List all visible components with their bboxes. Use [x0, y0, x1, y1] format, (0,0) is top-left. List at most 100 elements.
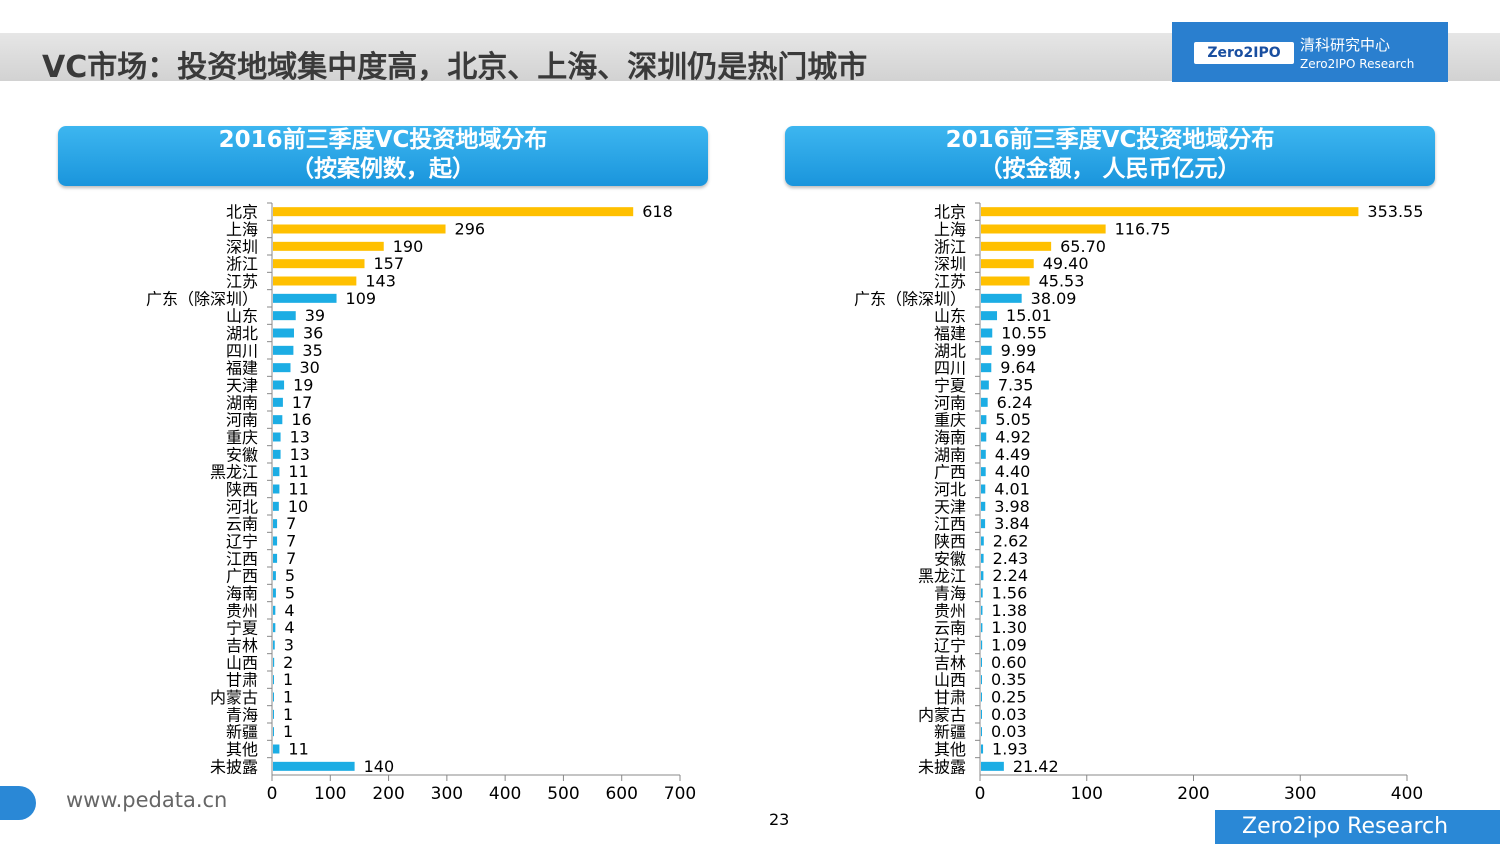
- category-label: 吉林: [934, 653, 966, 672]
- bar: [273, 553, 278, 563]
- bar: [981, 415, 987, 425]
- category-label: 河北: [226, 497, 258, 516]
- bar: [273, 501, 279, 511]
- category-label: 广东（除深圳）: [854, 289, 966, 308]
- category-label: 重庆: [226, 428, 258, 447]
- category-label: 海南: [934, 428, 966, 447]
- bar: [273, 571, 276, 581]
- data-label: 2.62: [993, 532, 1029, 551]
- category-label: 广东（除深圳）: [146, 289, 258, 308]
- x-tick-label: 200: [1177, 784, 1209, 804]
- category-label: 江西: [934, 515, 966, 534]
- bar: [981, 727, 982, 737]
- bar: [273, 467, 280, 477]
- x-tick-label: 400: [1391, 784, 1423, 804]
- bar: [273, 588, 276, 598]
- category-label: 福建: [934, 324, 966, 343]
- bar: [981, 311, 998, 321]
- category-label: 安徽: [226, 445, 258, 464]
- category-label: 河南: [934, 393, 966, 412]
- category-label: 重庆: [934, 411, 966, 430]
- data-label: 35: [302, 341, 322, 360]
- bar: [981, 207, 1359, 217]
- category-label: 宁夏: [226, 619, 258, 638]
- bar: [273, 276, 357, 286]
- data-label: 3.84: [994, 514, 1030, 533]
- data-label: 13: [290, 428, 310, 447]
- category-label: 内蒙古: [210, 688, 258, 707]
- data-label: 0.25: [991, 688, 1027, 707]
- data-label: 1.30: [991, 618, 1027, 637]
- logo: Zero2IPO 清科研究中心 Zero2IPO Research: [1172, 22, 1448, 82]
- bar: [273, 744, 280, 754]
- data-label: 0.03: [991, 705, 1027, 724]
- data-label: 0.03: [991, 722, 1027, 741]
- bar: [981, 293, 1022, 303]
- data-label: 7: [286, 549, 296, 568]
- category-label: 内蒙古: [918, 705, 966, 724]
- category-label: 甘肃: [934, 688, 966, 707]
- bar: [981, 744, 984, 754]
- bar: [273, 259, 365, 269]
- bar: [981, 501, 986, 511]
- page-title: VC市场：投资地域集中度高，北京、上海、深圳仍是热门城市: [42, 50, 868, 85]
- bar: [273, 207, 634, 217]
- bar: [273, 432, 281, 442]
- bar: [273, 709, 274, 719]
- category-label: 黑龙江: [210, 463, 258, 482]
- data-label: 4.01: [994, 480, 1030, 499]
- category-label: 深圳: [934, 255, 966, 274]
- x-tick-label: 0: [267, 784, 278, 804]
- data-label: 9.64: [1000, 358, 1036, 377]
- bar: [273, 727, 274, 737]
- data-label: 65.70: [1060, 237, 1106, 256]
- data-label: 3: [284, 636, 294, 655]
- category-label: 上海: [934, 220, 966, 239]
- x-tick-label: 200: [372, 784, 404, 804]
- data-label: 7.35: [998, 376, 1034, 395]
- category-label: 北京: [934, 203, 966, 222]
- category-label: 山西: [934, 671, 966, 690]
- category-label: 浙江: [934, 237, 966, 256]
- bar: [981, 467, 986, 477]
- category-label: 天津: [226, 376, 258, 395]
- bar: [981, 553, 984, 563]
- category-label: 山东: [934, 307, 966, 326]
- data-label: 2.24: [992, 566, 1028, 585]
- bar: [273, 224, 446, 234]
- bar: [981, 328, 993, 338]
- category-label: 天津: [934, 497, 966, 516]
- category-label: 江苏: [934, 272, 966, 291]
- data-label: 1.56: [992, 584, 1028, 603]
- data-label: 1.38: [991, 601, 1027, 620]
- data-label: 1: [283, 670, 293, 689]
- category-label: 新疆: [934, 723, 966, 742]
- bar: [981, 571, 984, 581]
- data-label: 0.35: [991, 670, 1027, 689]
- bar: [273, 519, 278, 529]
- category-label: 其他: [226, 740, 258, 759]
- chart-title-left-line2: （按案例数，起）: [291, 156, 475, 182]
- bar: [981, 675, 982, 685]
- category-label: 云南: [934, 619, 966, 638]
- data-label: 618: [642, 202, 673, 221]
- data-label: 140: [364, 757, 395, 776]
- x-tick-label: 400: [489, 784, 521, 804]
- data-label: 30: [299, 358, 319, 377]
- bar: [273, 293, 337, 303]
- category-label: 辽宁: [226, 532, 258, 551]
- data-label: 49.40: [1043, 254, 1089, 273]
- data-label: 6.24: [997, 393, 1033, 412]
- bar: [273, 363, 291, 373]
- x-tick-label: 0: [975, 784, 986, 804]
- bar: [981, 432, 987, 442]
- data-label: 1.93: [992, 740, 1028, 759]
- category-label: 安徽: [934, 549, 966, 568]
- category-label: 云南: [226, 515, 258, 534]
- bar: [273, 397, 283, 407]
- category-label: 贵州: [934, 601, 966, 620]
- bar: [273, 345, 294, 355]
- bar: [981, 380, 989, 390]
- bar: [273, 605, 276, 615]
- category-label: 河北: [934, 480, 966, 499]
